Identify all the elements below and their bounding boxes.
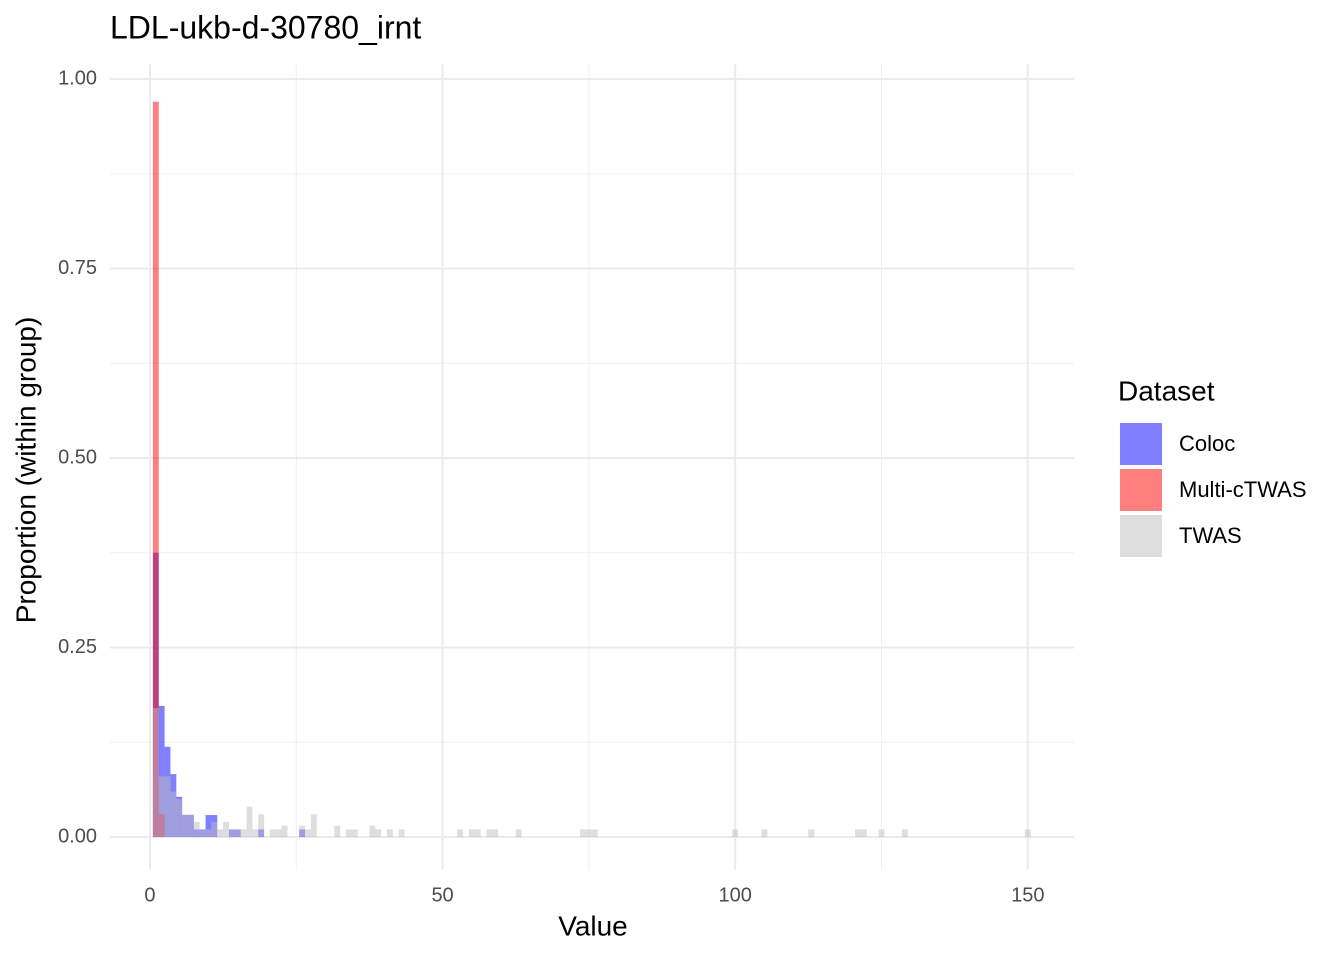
bar	[351, 829, 358, 838]
bar	[398, 829, 405, 838]
bar	[158, 705, 165, 838]
legend-title: Dataset	[1118, 375, 1215, 406]
bar	[164, 776, 171, 838]
bar	[855, 829, 861, 838]
bar	[240, 829, 247, 838]
bar	[152, 101, 159, 838]
bar	[182, 814, 189, 838]
bar	[281, 825, 288, 838]
bar	[299, 825, 306, 838]
bar	[492, 829, 499, 838]
legend-key	[1120, 515, 1162, 557]
bar	[808, 829, 815, 838]
bar	[580, 829, 586, 838]
bar	[457, 829, 464, 838]
y-tick-label: 0.00	[58, 825, 97, 847]
bar	[1024, 829, 1031, 838]
bar	[252, 829, 259, 838]
grid	[110, 64, 1074, 870]
bar	[234, 829, 241, 838]
bar	[258, 814, 265, 838]
bar	[193, 821, 200, 838]
bar	[860, 829, 867, 838]
bar	[152, 708, 159, 838]
chart-title: LDL-ukb-d-30780_irnt	[110, 9, 421, 45]
y-tick-label: 0.50	[58, 446, 97, 468]
bar	[878, 829, 885, 838]
bars	[152, 101, 1031, 838]
legend-label: Coloc	[1179, 431, 1235, 456]
bar	[486, 829, 493, 838]
bar	[585, 829, 592, 838]
y-tick-label: 0.75	[58, 257, 97, 279]
bar	[310, 814, 317, 838]
bar	[591, 829, 598, 838]
bar	[468, 829, 475, 838]
bar	[346, 829, 352, 838]
bar	[205, 829, 212, 838]
legend-key	[1120, 423, 1162, 465]
bar	[761, 829, 768, 838]
x-axis-label: Value	[558, 910, 628, 941]
bar	[334, 825, 341, 838]
bar	[205, 815, 212, 838]
x-tick-label: 150	[1011, 884, 1044, 906]
legend-label: Multi-cTWAS	[1179, 477, 1307, 502]
y-tick-label: 0.25	[58, 636, 97, 658]
bar	[369, 825, 376, 838]
bar	[158, 776, 165, 838]
bar	[732, 829, 739, 838]
bar	[199, 829, 206, 838]
bar	[474, 829, 481, 838]
bar	[901, 829, 908, 838]
x-tick-label: 100	[718, 884, 751, 906]
y-tick-label: 1.00	[58, 67, 97, 89]
bar	[176, 799, 183, 838]
bar	[228, 829, 235, 838]
bar	[375, 829, 382, 838]
legend: Coloc Multi-cTWAS TWAS	[1120, 423, 1307, 557]
bar	[170, 791, 177, 838]
y-axis-label: Proportion (within group)	[10, 317, 41, 624]
bar	[188, 814, 194, 838]
legend-key	[1120, 469, 1162, 511]
bar	[246, 806, 253, 838]
bar	[275, 829, 282, 838]
bar	[269, 829, 276, 838]
bar	[515, 829, 522, 838]
bar	[305, 829, 311, 838]
bar	[223, 821, 229, 838]
bar	[386, 829, 393, 838]
bar	[217, 829, 224, 838]
x-tick-label: 50	[431, 884, 453, 906]
x-tick-label: 0	[144, 884, 155, 906]
legend-label: TWAS	[1179, 523, 1242, 548]
bar	[211, 821, 218, 838]
